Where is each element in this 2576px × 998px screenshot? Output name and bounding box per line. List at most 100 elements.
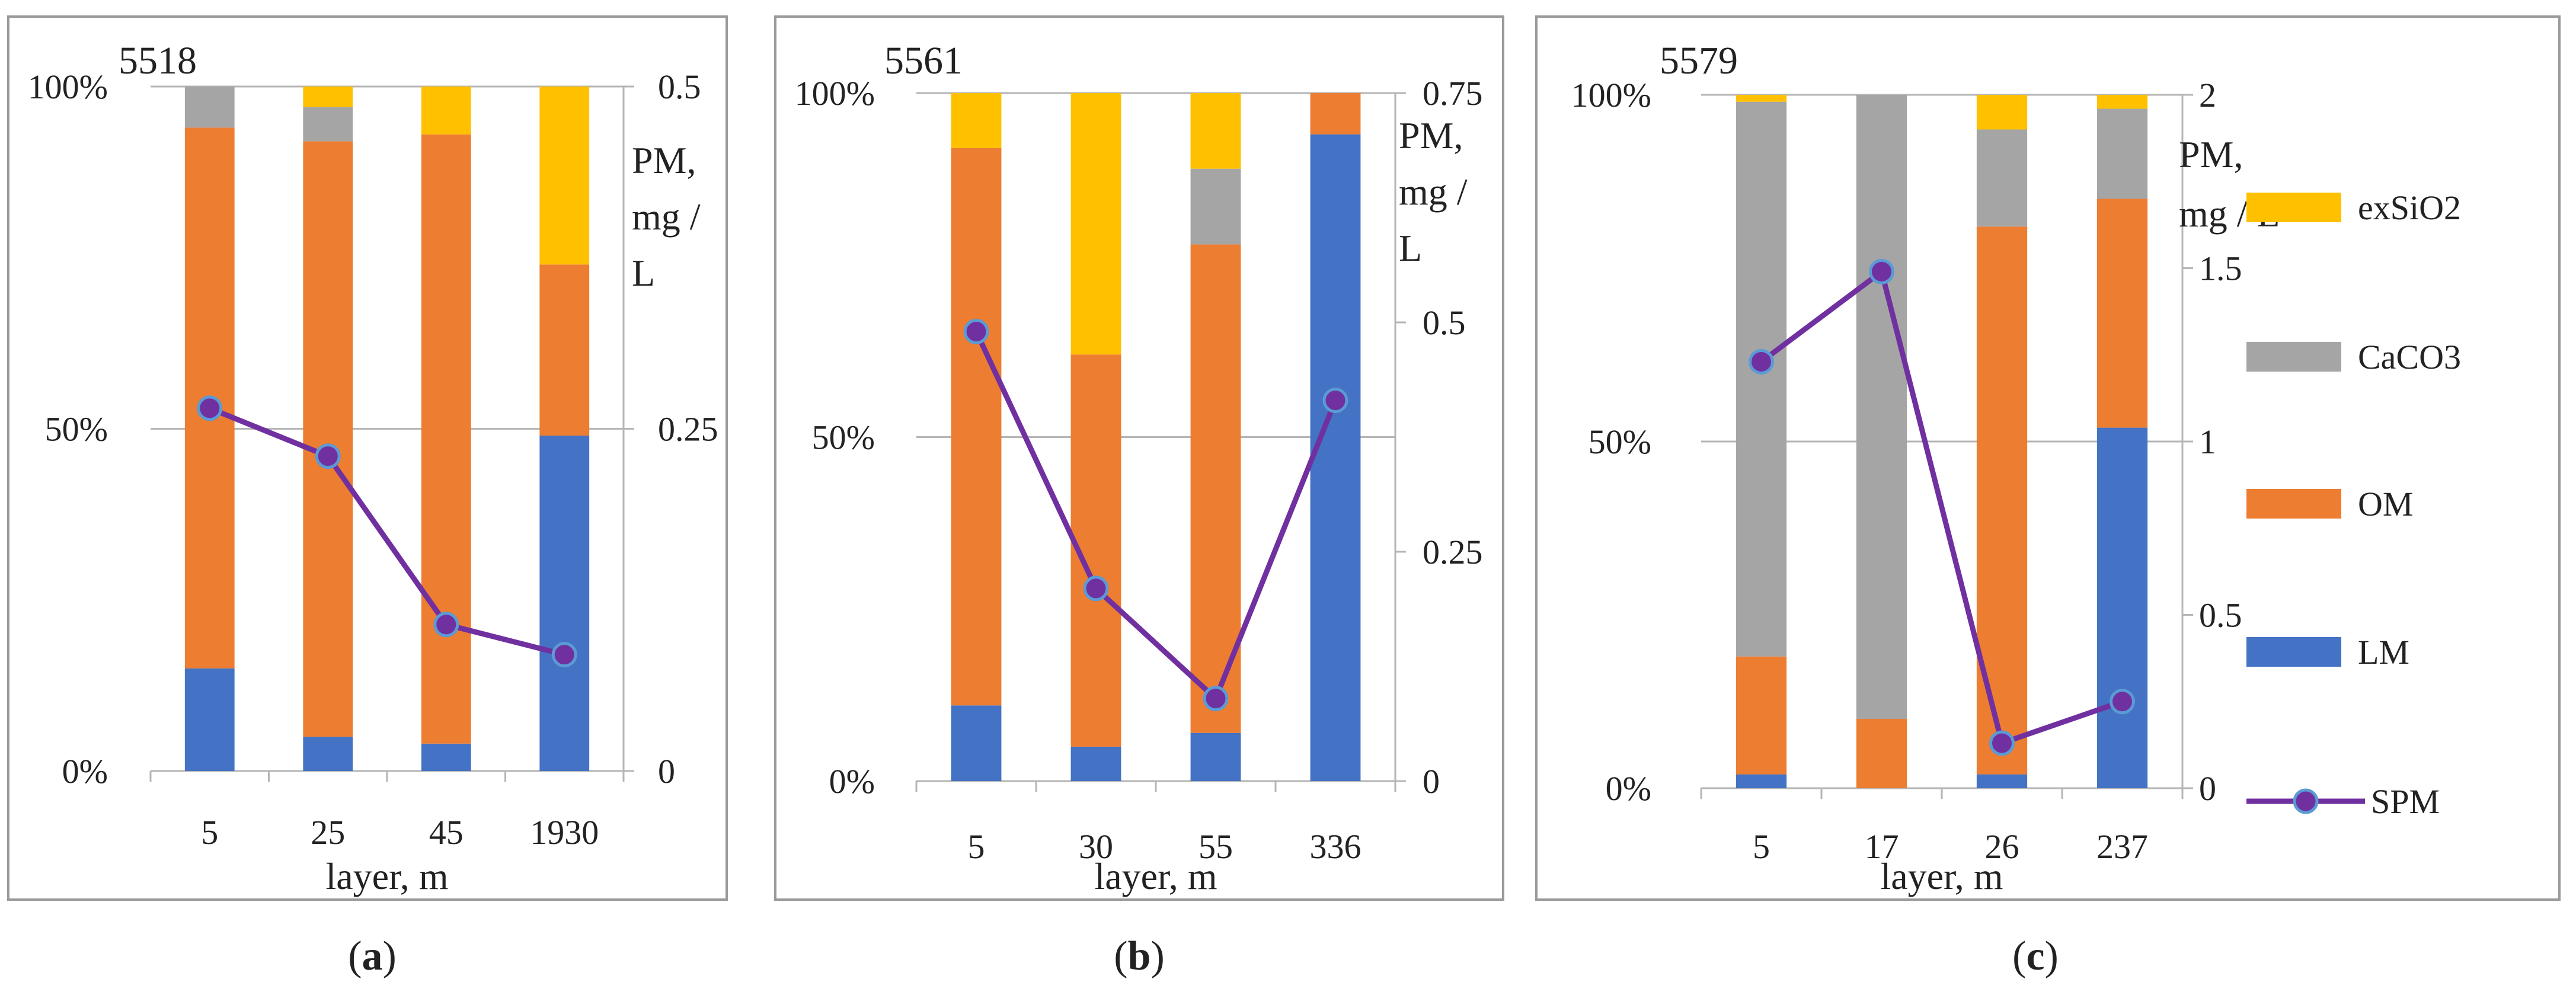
legend-swatch (2246, 637, 2341, 667)
left-tick-label: 50% (45, 410, 108, 449)
category-label: 237 (2096, 827, 2148, 866)
left-tick-label: 0% (62, 752, 108, 791)
bar-segment-om (2096, 199, 2148, 428)
bar-segment-om (1310, 93, 1361, 135)
legend-label: exSiO2 (2358, 188, 2461, 227)
left-tick-label: 0% (829, 762, 875, 801)
bar-segment-lm (303, 737, 353, 771)
legend-label: LM (2358, 633, 2409, 671)
category-label: 5 (968, 827, 985, 866)
spm-line (973, 330, 1338, 702)
right-tick-label: 0.75 (1423, 74, 1483, 113)
chart-panel-b: 0% 50% 100% 0 0.25 0.5 0.75 5 30 55 336 5561 PM, mg /… (774, 15, 1504, 979)
legend-item-om: OM (2246, 485, 2413, 523)
bar-segment-exsio2 (2096, 95, 2148, 109)
right-tick-label: 0.25 (1423, 533, 1483, 571)
panel-frame (7, 15, 728, 901)
left-tick-label: 100% (28, 68, 108, 106)
legend-marker-spm (2293, 788, 2319, 814)
bar-segment-lm (1976, 774, 2028, 788)
category-label: 26 (1985, 827, 2019, 866)
legend-swatch (2246, 489, 2341, 519)
panel-caption: (b) (1114, 933, 1165, 979)
left-tick-label: 100% (1571, 76, 1651, 114)
right-axis-title: PM, (632, 139, 696, 181)
category-label: 55 (1198, 827, 1233, 866)
bar-segment-exsio2 (951, 93, 1002, 148)
panel-frame (774, 15, 1504, 901)
right-axis-title: L (632, 252, 655, 294)
legend-item-exsio2: exSiO2 (2246, 188, 2461, 227)
bar-segment-exsio2 (1190, 93, 1241, 169)
category-label: 1930 (530, 813, 599, 852)
legend-swatch (2246, 342, 2341, 372)
bar-segment-exsio2 (303, 87, 353, 107)
bar-segment-caco3 (303, 107, 353, 142)
right-tick-label: 2 (2199, 76, 2216, 114)
bar-segment-lm (2096, 427, 2148, 788)
bar-segment-lm (1310, 134, 1361, 781)
bar-segment-lm (421, 743, 471, 771)
category-label: 5 (201, 813, 218, 852)
right-tick-label: 1.5 (2199, 250, 2242, 288)
x-axis-title: layer, m (1094, 855, 1217, 897)
bar-segment-lm (539, 436, 590, 771)
bar-segment-caco3 (1736, 101, 1787, 657)
legend-item-caco3: CaCO3 (2246, 338, 2461, 376)
legend-label: CaCO3 (2358, 338, 2461, 376)
spm-point (963, 318, 989, 344)
bar-segment-exsio2 (1070, 93, 1121, 355)
panel-caption: (c) (2012, 933, 2059, 979)
spm-point (197, 395, 223, 421)
category-label: 30 (1079, 827, 1113, 866)
spm-point (433, 612, 459, 638)
bar-segment-om (303, 141, 353, 737)
right-tick-label: 0.5 (658, 68, 701, 106)
legend-item-lm: LM (2246, 633, 2409, 671)
category-label: 45 (429, 813, 464, 852)
spm-point (1989, 730, 2015, 756)
station-title: 5518 (119, 39, 197, 82)
category-label: 25 (311, 813, 345, 852)
right-tick-label: 0.5 (1423, 303, 1466, 342)
category-label: 5 (1753, 827, 1770, 866)
spm-point (551, 642, 577, 668)
bar-segment-caco3 (2096, 108, 2148, 199)
x-axis-title: layer, m (1880, 855, 2003, 897)
bar-segment-exsio2 (421, 87, 471, 135)
left-tick-label: 100% (795, 74, 875, 113)
right-axis-title: PM, (1399, 114, 1463, 156)
legend: exSiO2 CaCO3 OM LM SPM (2246, 188, 2461, 821)
bar-segment-om (951, 148, 1002, 706)
bar-segment-exsio2 (1976, 95, 2028, 130)
spm-line (209, 405, 565, 658)
bar-segment-exsio2 (1736, 95, 1787, 102)
spm-point (1749, 348, 1774, 375)
category-label: 17 (1865, 827, 1899, 866)
right-tick-label: 0.25 (658, 410, 718, 449)
bar-segment-caco3 (1976, 129, 2028, 227)
right-tick-label: 0 (658, 752, 675, 791)
bar-segment-caco3 (1190, 168, 1241, 245)
panel-caption: (a) (348, 933, 397, 979)
spm-point (2110, 689, 2135, 715)
x-axis-title: layer, m (325, 855, 448, 897)
station-title: 5579 (1660, 39, 1738, 82)
chart-panel-a: 0% 50% 100% 0 0.25 0.5 5 25 45 1930 5518 PM, mg / Lla… (7, 15, 728, 979)
legend-swatch (2246, 193, 2341, 222)
spm-line (1759, 268, 2123, 746)
spm-point (1869, 258, 1894, 284)
right-tick-label: 0 (1423, 762, 1440, 801)
right-tick-label: 0.5 (2199, 596, 2242, 635)
bar-segment-lm (1736, 774, 1787, 788)
bar-segment-lm (1190, 732, 1241, 781)
right-axis-title: mg / (632, 196, 701, 238)
spm-point (1203, 686, 1229, 712)
left-tick-label: 0% (1606, 769, 1651, 808)
bar-segment-lm (1070, 746, 1121, 781)
bar-segment-exsio2 (539, 87, 590, 265)
panel-frame (1535, 15, 2561, 901)
